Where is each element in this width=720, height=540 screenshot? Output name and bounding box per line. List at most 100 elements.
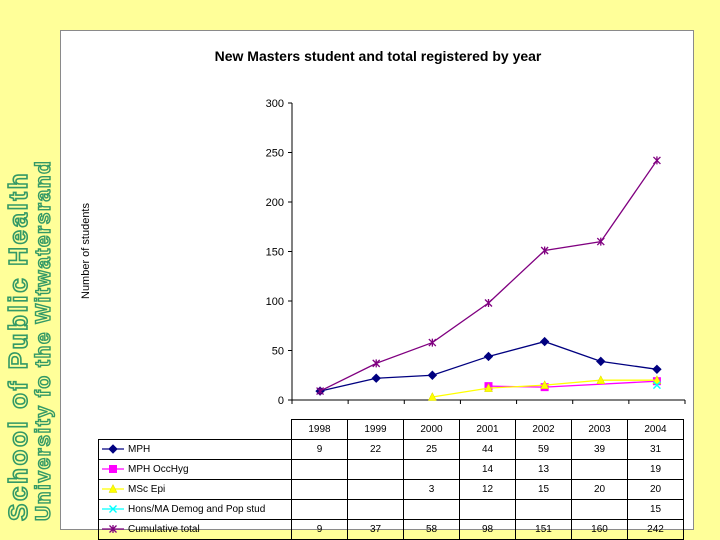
table-cell: 31: [627, 439, 684, 460]
y-axis-label: Number of students: [80, 203, 92, 299]
y-tick-label: 0: [278, 395, 284, 407]
table-cell: 98: [459, 519, 516, 540]
y-tick-label: 50: [272, 346, 284, 358]
data-point: [652, 364, 662, 375]
table-cell: 9: [291, 439, 348, 460]
data-point: [652, 156, 661, 165]
legend-entry: Hons/MA Demog and Pop stud: [98, 499, 292, 520]
data-table-header-row: 1998 1999 2000 2001 2002 2003 2004: [98, 419, 684, 440]
category-label: 2004: [627, 419, 684, 440]
data-table-corner: [98, 419, 292, 440]
table-cell: 242: [627, 519, 684, 540]
legend-label: Cumulative total: [128, 524, 200, 535]
table-cell: 37: [347, 519, 404, 540]
table-cell: 19: [627, 459, 684, 480]
y-tick-label: 200: [266, 197, 284, 209]
table-cell: 20: [627, 479, 684, 500]
table-cell: [347, 459, 404, 480]
banner-text-svg: School of Public Health University fo th…: [2, 159, 56, 522]
legend-label: MPH OccHyg: [128, 464, 189, 475]
category-label: 1998: [291, 419, 348, 440]
data-point: [316, 387, 325, 396]
category-label: 2002: [515, 419, 572, 440]
table-cell: 58: [403, 519, 460, 540]
table-cell: [347, 499, 404, 520]
data-point: [540, 246, 549, 255]
legend-label: MPH: [128, 444, 151, 455]
banner-line-2: University fo the Witwatersrand: [32, 160, 55, 521]
table-cell: [571, 499, 628, 520]
data-point: [371, 373, 381, 383]
table-row: Hons/MA Demog and Pop stud 15: [98, 499, 684, 520]
series-mph: [315, 336, 662, 396]
series-hons-ma-demog-and-pop-stud: [652, 381, 661, 390]
table-cell: [347, 479, 404, 500]
table-row: MSc Epi 3 12 15 20 20: [98, 479, 684, 500]
data-point: [484, 298, 493, 307]
legend-entry: MSc Epi: [98, 479, 292, 500]
table-cell: 13: [515, 459, 572, 480]
side-banner: School of Public Health University fo th…: [0, 0, 58, 540]
data-point: [427, 391, 437, 401]
legend-key-icon: [102, 524, 124, 534]
data-point: [596, 237, 605, 246]
table-cell: [291, 459, 348, 480]
table-cell: 15: [627, 499, 684, 520]
table-cell: [459, 499, 516, 520]
legend-key-icon: [102, 444, 124, 455]
table-cell: [571, 459, 628, 480]
table-cell: 22: [347, 439, 404, 460]
series-layer: [315, 156, 662, 401]
data-point: [652, 381, 661, 390]
table-row: MPH 9 22 25 44 59 39 31: [98, 439, 684, 460]
data-point: [372, 359, 381, 368]
category-label: 2003: [571, 419, 628, 440]
series-msc-epi: [427, 375, 662, 401]
data-table-body: MPH 9 22 25 44 59 39 31 MPH OccHyg 14 13 19 MSc Epi 3…: [98, 439, 684, 540]
y-tick-label: 250: [266, 148, 284, 160]
table-cell: 12: [459, 479, 516, 500]
legend-key-icon: [102, 484, 124, 494]
table-cell: [291, 479, 348, 500]
y-tick-label: 150: [266, 247, 284, 259]
data-table: 1998 1999 2000 2001 2002 2003 2004 MPH 9 22 25 44 5…: [98, 419, 684, 540]
series-cumulative-total: [316, 156, 661, 396]
table-cell: [515, 499, 572, 520]
table-cell: 15: [515, 479, 572, 500]
legend-key-icon: [102, 464, 124, 474]
banner-line-1: School of Public Health: [3, 171, 33, 521]
table-cell: 39: [571, 439, 628, 460]
legend-entry: MPH: [98, 439, 292, 460]
legend-label: MSc Epi: [128, 484, 166, 495]
y-ticks: 0 50 100 150 200 250 300: [266, 98, 686, 407]
table-row: MPH OccHyg 14 13 19: [98, 459, 684, 480]
table-cell: 25: [403, 439, 460, 460]
table-cell: 59: [515, 439, 572, 460]
data-point: [596, 356, 606, 367]
category-label: 2001: [459, 419, 516, 440]
data-point: [428, 338, 437, 347]
table-cell: 3: [403, 479, 460, 500]
chart-title: New Masters student and total registered…: [215, 48, 542, 64]
category-label: 1999: [347, 419, 404, 440]
data-point: [539, 336, 550, 347]
table-cell: 14: [459, 459, 516, 480]
table-row: Cumulative total 9 37 58 98 151 160 242: [98, 519, 684, 540]
y-tick-label: 100: [266, 296, 284, 308]
data-point: [596, 375, 606, 384]
table-cell: 44: [459, 439, 516, 460]
chart-panel: New Masters student and total registered…: [60, 30, 694, 540]
table-cell: 160: [571, 519, 628, 540]
table-cell: [291, 499, 348, 520]
data-point: [427, 370, 438, 380]
data-point: [540, 380, 550, 389]
category-label: 2000: [403, 419, 460, 440]
table-cell: [403, 499, 460, 520]
data-point: [652, 375, 662, 384]
table-cell: 9: [291, 519, 348, 540]
legend-label: Hons/MA Demog and Pop stud: [128, 504, 266, 515]
y-tick-label: 300: [266, 98, 284, 110]
table-cell: 151: [515, 519, 572, 540]
legend-entry: Cumulative total: [98, 519, 292, 540]
data-point: [483, 351, 494, 362]
